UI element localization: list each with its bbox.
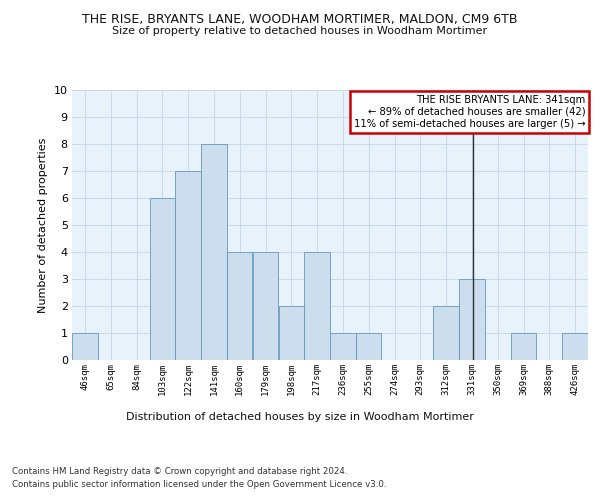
- Bar: [330, 333, 356, 360]
- Bar: [149, 198, 175, 360]
- Text: Distribution of detached houses by size in Woodham Mortimer: Distribution of detached houses by size …: [126, 412, 474, 422]
- Text: Contains public sector information licensed under the Open Government Licence v3: Contains public sector information licen…: [12, 480, 386, 489]
- Text: Contains HM Land Registry data © Crown copyright and database right 2024.: Contains HM Land Registry data © Crown c…: [12, 468, 347, 476]
- Bar: [227, 252, 253, 360]
- Bar: [433, 306, 459, 360]
- Bar: [253, 252, 278, 360]
- Text: THE RISE BRYANTS LANE: 341sqm
← 89% of detached houses are smaller (42)
11% of s: THE RISE BRYANTS LANE: 341sqm ← 89% of d…: [354, 96, 586, 128]
- Bar: [278, 306, 304, 360]
- Bar: [562, 333, 588, 360]
- Bar: [201, 144, 227, 360]
- Y-axis label: Number of detached properties: Number of detached properties: [38, 138, 48, 312]
- Bar: [72, 333, 98, 360]
- Bar: [175, 171, 201, 360]
- Bar: [304, 252, 330, 360]
- Bar: [356, 333, 382, 360]
- Text: Size of property relative to detached houses in Woodham Mortimer: Size of property relative to detached ho…: [112, 26, 488, 36]
- Bar: [459, 279, 485, 360]
- Text: THE RISE, BRYANTS LANE, WOODHAM MORTIMER, MALDON, CM9 6TB: THE RISE, BRYANTS LANE, WOODHAM MORTIMER…: [82, 12, 518, 26]
- Bar: [511, 333, 536, 360]
